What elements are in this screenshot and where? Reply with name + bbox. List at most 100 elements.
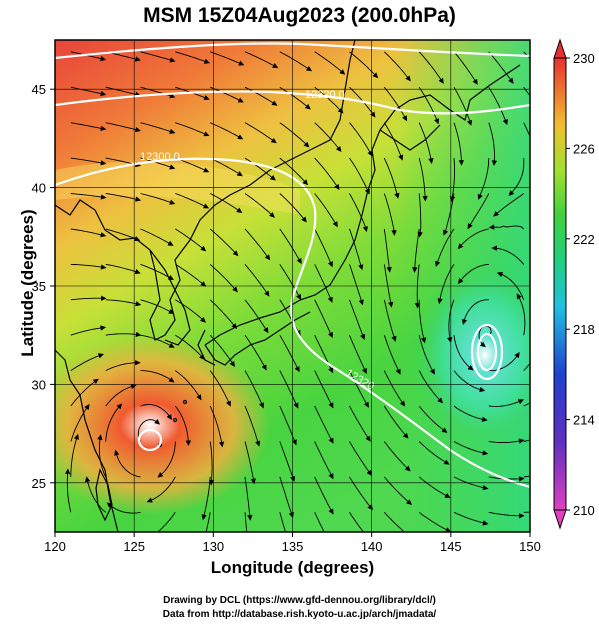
streamline-arrowhead bbox=[261, 364, 267, 371]
streamline bbox=[205, 512, 211, 532]
streamline-arrowhead bbox=[169, 93, 176, 99]
streamline-arrowhead bbox=[327, 261, 333, 268]
streamline-arrowhead bbox=[100, 160, 107, 166]
contour-label: 12320.0 bbox=[305, 89, 345, 101]
streamline bbox=[70, 326, 106, 336]
streamline-arrowhead bbox=[232, 286, 238, 293]
streamline-arrowhead bbox=[518, 476, 525, 482]
streamline bbox=[383, 86, 407, 121]
streamline bbox=[488, 439, 524, 443]
streamline bbox=[279, 512, 286, 532]
streamline-arrowhead bbox=[466, 119, 473, 126]
streamline-arrowhead bbox=[420, 337, 427, 344]
streamline bbox=[418, 511, 451, 532]
streamline-arrowhead bbox=[167, 240, 174, 246]
streamline bbox=[443, 193, 455, 235]
streamline bbox=[435, 228, 455, 267]
streamline-arrowhead bbox=[482, 485, 489, 491]
streamline-arrowhead bbox=[135, 331, 142, 338]
streamline bbox=[175, 334, 205, 360]
streamline bbox=[66, 469, 72, 513]
streamline bbox=[453, 335, 474, 371]
streamline-arrowhead bbox=[85, 476, 91, 483]
streamline bbox=[279, 299, 301, 336]
streamline bbox=[314, 228, 333, 267]
streamline-arrowhead bbox=[508, 77, 514, 84]
x-tick-label: 120 bbox=[44, 539, 66, 554]
streamline bbox=[314, 86, 344, 114]
streamline bbox=[279, 122, 310, 148]
streamline-arrowhead bbox=[203, 131, 210, 137]
y-tick-label: 45 bbox=[32, 82, 46, 97]
streamline bbox=[244, 157, 276, 181]
streamline-arrowhead bbox=[100, 264, 107, 270]
lat-lon-grid bbox=[55, 40, 530, 532]
streamline-arrowhead bbox=[84, 403, 90, 411]
streamline-arrowhead bbox=[332, 221, 338, 228]
streamline bbox=[175, 122, 209, 137]
streamline bbox=[418, 86, 439, 124]
streamline bbox=[140, 122, 175, 134]
x-tick-label: 150 bbox=[519, 539, 541, 554]
streamline-arrowhead bbox=[438, 77, 444, 84]
streamline-arrowhead bbox=[479, 386, 486, 393]
streamline bbox=[349, 335, 367, 374]
streamline-arrowhead bbox=[491, 245, 497, 251]
streamline bbox=[209, 334, 235, 367]
streamline-arrowhead bbox=[202, 203, 210, 209]
streamline-arrowhead bbox=[135, 301, 142, 307]
streamline bbox=[70, 378, 99, 407]
streamline-arrowhead bbox=[229, 360, 235, 368]
y-tick-label: 40 bbox=[32, 181, 46, 196]
streamline-arrowhead bbox=[496, 271, 503, 278]
streamline-arrowhead bbox=[218, 441, 225, 448]
streamline bbox=[140, 157, 175, 169]
streamline-arrowhead bbox=[169, 57, 176, 63]
streamline bbox=[140, 404, 172, 420]
streamline bbox=[86, 477, 106, 513]
streamline-arrowhead bbox=[226, 400, 231, 407]
streamline bbox=[70, 228, 106, 237]
streamline-arrowhead bbox=[100, 125, 107, 131]
streamline bbox=[279, 86, 311, 110]
streamline-arrowhead bbox=[461, 318, 468, 325]
streamline bbox=[140, 370, 174, 383]
streamline bbox=[488, 51, 514, 84]
streamline-arrowhead bbox=[157, 472, 164, 478]
streamline-arrowhead bbox=[302, 179, 309, 186]
streamline bbox=[523, 122, 530, 138]
streamline bbox=[462, 299, 489, 325]
streamline bbox=[418, 122, 433, 163]
streamline-arrowhead bbox=[203, 95, 210, 100]
streamline-arrowhead bbox=[472, 78, 478, 85]
streamline bbox=[157, 441, 176, 478]
streamline-arrowhead bbox=[434, 118, 439, 125]
streamline bbox=[314, 157, 340, 190]
streamline bbox=[349, 512, 365, 532]
streamline-arrowhead bbox=[154, 418, 161, 425]
streamline bbox=[349, 193, 367, 232]
x-tick-label: 130 bbox=[202, 539, 224, 554]
streamline-arrowhead bbox=[399, 400, 406, 407]
streamline bbox=[105, 333, 141, 336]
streamline-arrowhead bbox=[406, 499, 412, 505]
streamline bbox=[448, 299, 455, 342]
streamline-arrowhead bbox=[467, 223, 473, 230]
credit-data: Data from http://database.rish.kyoto-u.a… bbox=[162, 609, 437, 620]
colorbar-max-arrow bbox=[553, 38, 567, 59]
streamline bbox=[453, 405, 487, 421]
streamline bbox=[244, 228, 270, 260]
streamline bbox=[453, 51, 478, 85]
streamline-arrowhead bbox=[402, 432, 409, 439]
colorbar-tick-label: 218 bbox=[573, 322, 595, 337]
streamline bbox=[210, 122, 243, 140]
colorbar-tick-label: 230 bbox=[573, 51, 595, 66]
streamline bbox=[493, 193, 524, 217]
streamline bbox=[105, 384, 136, 407]
temperature-field: 12320.0 12300.0 12320 bbox=[55, 40, 548, 532]
streamline bbox=[70, 122, 106, 130]
streamline-arrowhead bbox=[544, 114, 548, 118]
streamline-arrowhead bbox=[435, 260, 441, 267]
streamline bbox=[314, 299, 333, 338]
streamline-arrowhead bbox=[493, 210, 500, 217]
